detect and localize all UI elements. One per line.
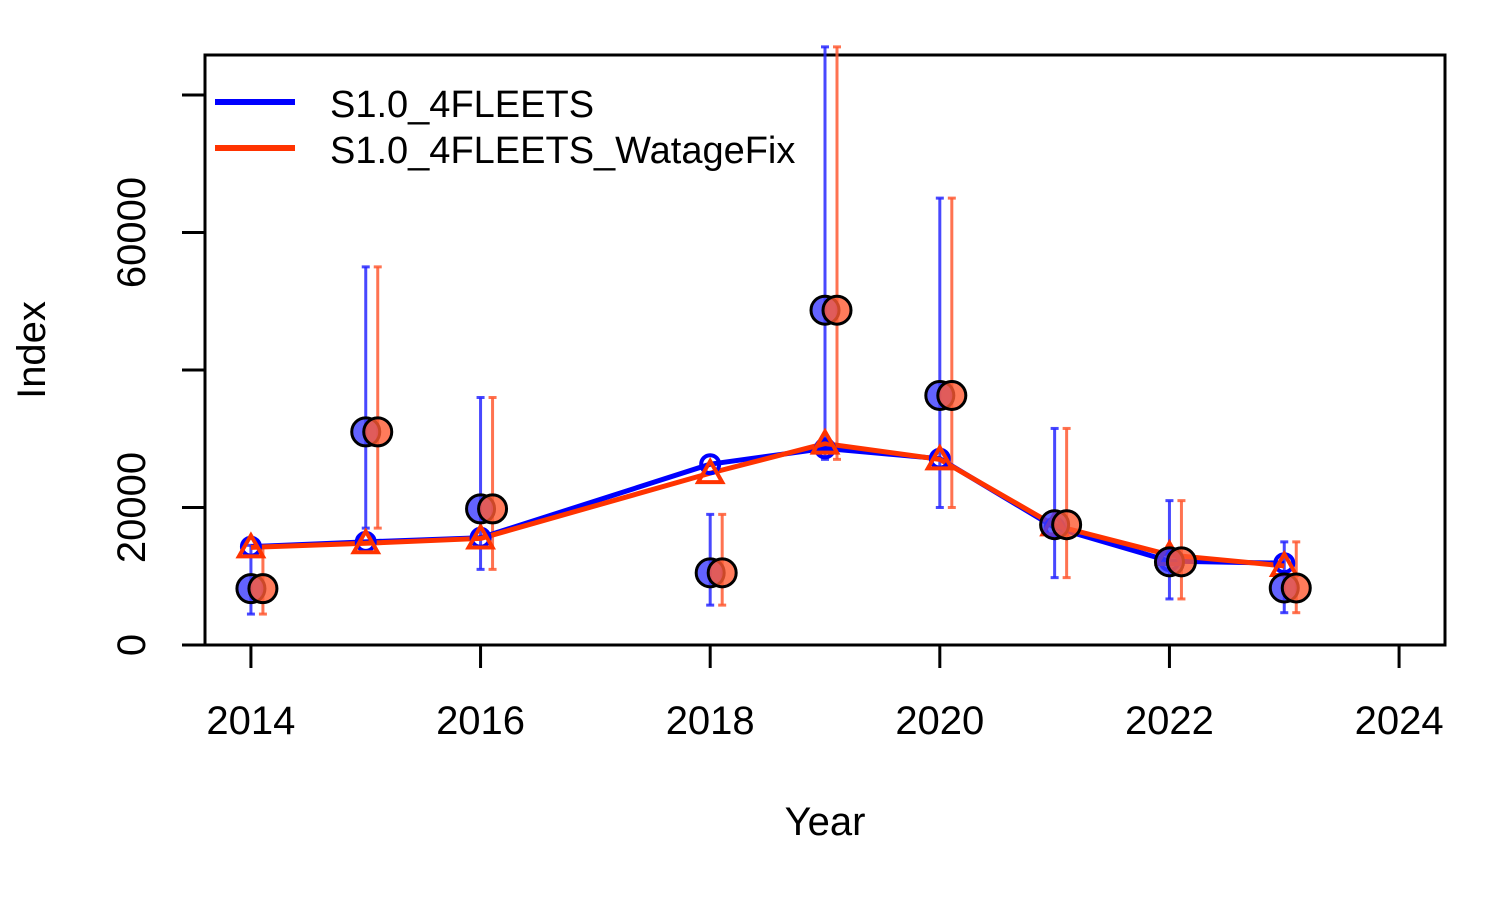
observed-point-s1-0-4fleets-watagefix-2015: [362, 416, 394, 448]
legend-label-s1-0-4fleets-watagefix: S1.0_4FLEETS_WatageFix: [330, 130, 795, 172]
error-bar-s1-0-4fleets-2019: [821, 45, 829, 461]
error-bar-s1-0-4fleets-watagefix-2016: [488, 396, 497, 571]
x-axis-title: Year: [785, 800, 866, 844]
y-tick-label-0: 0: [110, 634, 154, 656]
observed-point-s1-0-4fleets-watagefix-2022: [1165, 546, 1197, 578]
x-tick-label-2024: 2024: [1355, 699, 1444, 743]
series-lines: [250, 441, 1285, 569]
x-tick-label-2016: 2016: [436, 699, 525, 743]
series-marker-s1-0-4fleets-watagefix-2014: [235, 531, 267, 559]
series-marker-s1-0-4fleets-2018: [699, 453, 722, 476]
series-line-s1-0-4fleets-watagefix: [250, 441, 1285, 569]
observed-point-s1-0-4fleets-watagefix-2019: [821, 294, 853, 326]
legend: S1.0_4FLEETS S1.0_4FLEETS_WatageFix: [215, 84, 795, 172]
error-bar-s1-0-4fleets-2015: [361, 265, 370, 530]
error-bar-s1-0-4fleets-watagefix-2020: [947, 196, 956, 509]
error-bar-s1-0-4fleets-watagefix-2021: [1062, 426, 1071, 580]
series-marker-s1-0-4fleets-watagefix-2016: [465, 522, 497, 550]
x-tick-label-2022: 2022: [1125, 699, 1214, 743]
y-axis: 0 20000 60000: [110, 93, 207, 656]
x-tick-label-2020: 2020: [895, 699, 984, 743]
error-bar-s1-0-4fleets-watagefix-2015: [373, 265, 382, 530]
x-tick-label-2014: 2014: [206, 699, 295, 743]
observed-point-s1-0-4fleets-watagefix-2016: [477, 493, 509, 525]
series-marker-s1-0-4fleets-watagefix-2018: [694, 457, 726, 485]
error-bar-s1-0-4fleets-watagefix-2019: [833, 45, 841, 461]
error-bar-s1-0-4fleets-2020: [935, 196, 944, 509]
x-axis: 2014 2016 2018 2020 2022 2024: [206, 643, 1444, 743]
series-marker-s1-0-4fleets-watagefix-2015: [350, 527, 382, 555]
error-bar-s1-0-4fleets-2021: [1050, 426, 1059, 580]
x-tick-label-2018: 2018: [666, 699, 755, 743]
observed-point-s1-0-4fleets-watagefix-2018: [706, 557, 738, 589]
observed-point-s1-0-4fleets-watagefix-2023: [1280, 572, 1312, 604]
observed-point-s1-0-4fleets-watagefix-2020: [936, 379, 968, 411]
series-marker-s1-0-4fleets-watagefix-2019: [809, 427, 841, 455]
series-marker-s1-0-4fleets-watagefix-2020: [924, 443, 956, 471]
observed-point-s1-0-4fleets-watagefix-2014: [247, 573, 279, 605]
legend-label-s1-0-4fleets: S1.0_4FLEETS: [330, 84, 594, 126]
y-tick-label-20000: 20000: [110, 452, 154, 563]
y-tick-label-60000: 60000: [110, 177, 154, 288]
observed-point-s1-0-4fleets-watagefix-2021: [1051, 509, 1083, 541]
y-axis-title: Index: [10, 301, 54, 399]
observed-points: [235, 294, 1312, 605]
error-bar-s1-0-4fleets-2016: [476, 396, 485, 571]
